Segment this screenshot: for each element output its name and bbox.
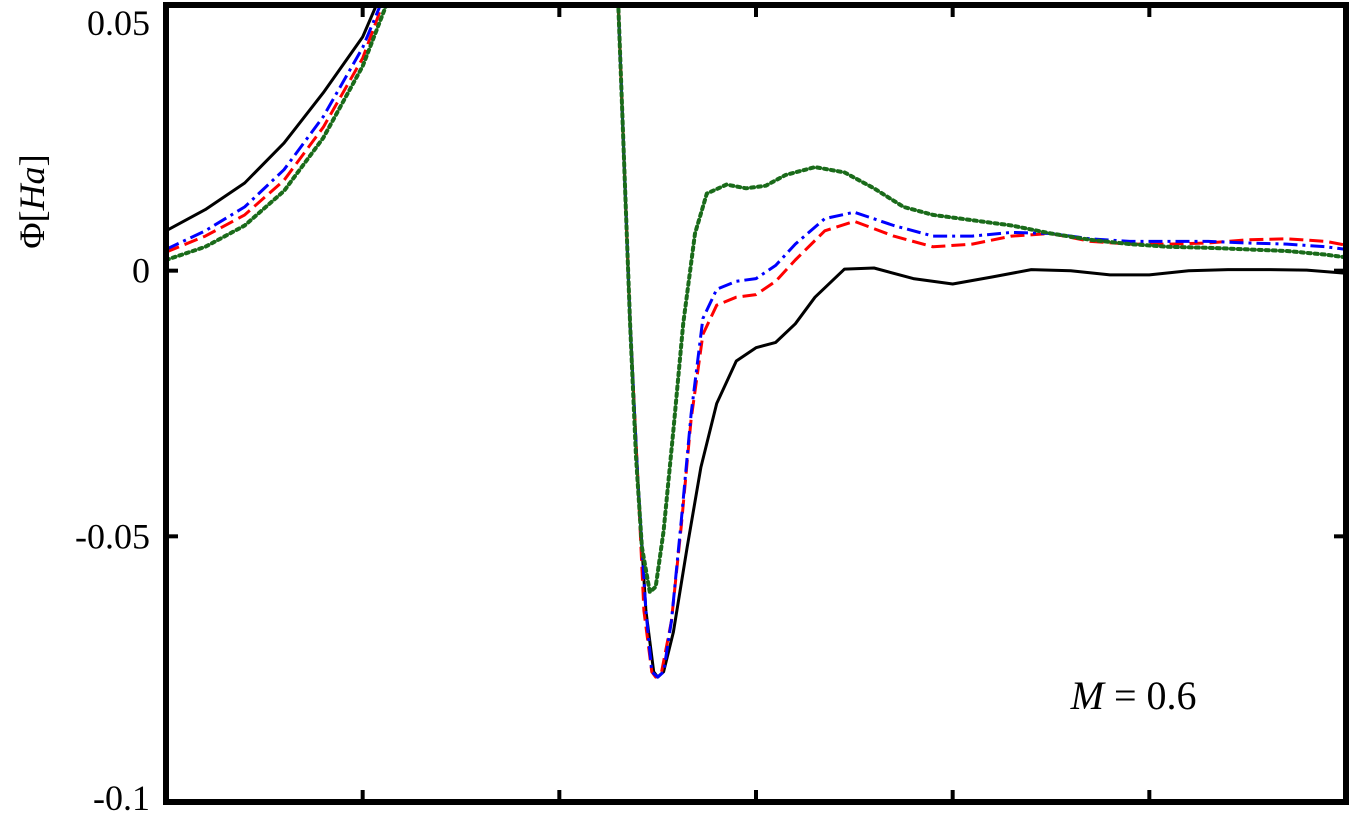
series-line-dashed	[166, 5, 1346, 679]
series-line-solid	[166, 5, 1346, 679]
labels-layer: 0.05 0 -0.05 -0.1 Φ[Ha] M = 0.6	[12, 3, 1197, 818]
annotation-mass: M = 0.6	[1070, 673, 1197, 718]
y-tick-label: -0.05	[75, 516, 150, 556]
y-tick-label: 0	[132, 251, 150, 291]
y-tick-label: -0.1	[93, 778, 150, 814]
plot-frame	[163, 2, 1349, 805]
y-axis-label: Φ[Ha]	[12, 154, 52, 248]
series-line-dotted	[166, 5, 1346, 595]
series-line-dash-dot	[166, 5, 1346, 679]
y-tick-label: 0.05	[87, 3, 150, 43]
series-layer	[166, 5, 1346, 679]
